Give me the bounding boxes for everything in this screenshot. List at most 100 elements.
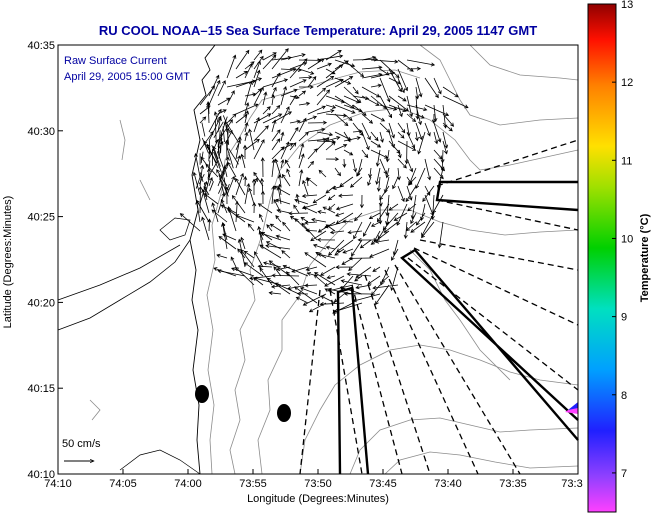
current-vector-arrow bbox=[410, 194, 417, 220]
current-vector-arrow bbox=[316, 131, 334, 137]
current-vector-arrow bbox=[317, 210, 327, 215]
current-vector-arrow bbox=[306, 177, 318, 187]
current-vector-arrow bbox=[299, 85, 314, 90]
current-vector-arrow bbox=[334, 113, 349, 127]
current-vector-arrow bbox=[207, 146, 217, 163]
current-vector-arrow bbox=[304, 252, 327, 268]
current-vector-arrow bbox=[285, 271, 300, 286]
current-vector-arrow bbox=[361, 95, 380, 106]
current-vector-arrow bbox=[203, 193, 219, 205]
current-vector-arrow bbox=[397, 158, 407, 169]
current-vector-arrow bbox=[406, 59, 436, 67]
current-vector-arrow bbox=[370, 140, 382, 148]
current-vector-arrow bbox=[379, 131, 384, 143]
current-vector-arrow bbox=[262, 52, 277, 61]
current-vector-arrow bbox=[225, 122, 239, 142]
current-vector-arrow bbox=[275, 198, 291, 205]
current-vector-arrow bbox=[334, 144, 348, 151]
current-vector-arrow bbox=[262, 91, 268, 106]
current-vector-arrow bbox=[217, 80, 226, 97]
current-vector-arrow bbox=[442, 86, 459, 98]
current-vector-arrow bbox=[226, 54, 237, 79]
current-vector-arrow bbox=[208, 147, 210, 162]
current-vector-arrow bbox=[218, 235, 237, 250]
radar-site-marker-1 bbox=[195, 385, 209, 403]
current-vector-arrow bbox=[316, 62, 332, 70]
current-vector-arrow bbox=[392, 176, 399, 190]
current-vector-arrow bbox=[271, 129, 281, 142]
current-vector-arrow bbox=[275, 215, 282, 223]
current-vector-arrow bbox=[407, 176, 417, 186]
current-vector-arrow bbox=[355, 284, 372, 290]
current-vector-arrow bbox=[361, 86, 381, 98]
current-vector-arrow bbox=[213, 151, 222, 173]
current-vector-arrow bbox=[262, 54, 277, 70]
current-vector-arrow bbox=[253, 60, 261, 79]
current-vector-arrow bbox=[262, 78, 289, 88]
current-vector-arrow bbox=[359, 194, 364, 209]
current-vector-arrow bbox=[406, 95, 414, 118]
current-vector-arrow bbox=[343, 136, 361, 142]
current-vector-arrow bbox=[262, 113, 283, 124]
x-axis-label: Longitude (Degrees:Minutes) bbox=[247, 493, 389, 505]
x-tick-label: 73:3 bbox=[561, 478, 582, 490]
current-vector-arrow bbox=[312, 194, 327, 204]
current-vector-arrow bbox=[417, 131, 426, 155]
current-vector-arrow bbox=[235, 103, 259, 115]
current-vector-arrow bbox=[226, 147, 234, 169]
current-vector-arrow bbox=[317, 252, 336, 259]
current-vector-arrow bbox=[312, 243, 327, 250]
current-vector-arrow bbox=[361, 65, 383, 70]
current-vector-arrow bbox=[271, 104, 281, 115]
current-vector-arrow bbox=[393, 212, 408, 221]
current-vector-arrow bbox=[355, 266, 372, 278]
current-vector-arrow bbox=[208, 79, 221, 106]
current-vector-arrow bbox=[368, 167, 373, 179]
current-vector-arrow bbox=[243, 250, 255, 259]
current-vector-arrow bbox=[199, 131, 214, 151]
current-vector-arrow bbox=[432, 194, 444, 214]
current-vector-arrow bbox=[325, 78, 344, 88]
current-vector-arrow bbox=[415, 77, 423, 98]
current-vector-arrow bbox=[240, 248, 255, 268]
colorbar-label: Temperature (°C) bbox=[639, 213, 651, 302]
current-vector-arrow bbox=[207, 159, 219, 179]
current-vector-arrow bbox=[415, 167, 426, 189]
x-tick-label: 73:45 bbox=[369, 478, 397, 490]
current-vector-arrow bbox=[359, 239, 372, 249]
current-vector-arrow bbox=[226, 90, 235, 106]
current-vector-arrow bbox=[248, 128, 255, 151]
current-vector-arrow bbox=[243, 262, 264, 277]
current-vector-arrow bbox=[282, 221, 291, 232]
current-vector-arrow bbox=[410, 221, 426, 233]
current-vector-arrow bbox=[294, 198, 309, 205]
current-vector-arrow bbox=[379, 59, 400, 79]
current-vector-arrow bbox=[343, 95, 361, 104]
current-vector-arrow bbox=[263, 261, 282, 268]
current-vector-arrow bbox=[433, 77, 442, 95]
current-vector-arrow bbox=[266, 277, 291, 295]
current-vector-arrow bbox=[318, 169, 327, 178]
current-vector-arrow bbox=[200, 151, 204, 164]
current-vector-arrow bbox=[311, 217, 327, 223]
coastline-shore-detail bbox=[119, 217, 201, 475]
current-vector-arrow bbox=[397, 131, 405, 139]
current-vector-arrow bbox=[208, 74, 220, 97]
current-vector-arrow bbox=[289, 126, 299, 142]
current-vector-arrow bbox=[217, 119, 233, 142]
current-vector-arrow bbox=[307, 120, 328, 125]
current-vector-arrow bbox=[262, 106, 271, 115]
current-vector-arrow bbox=[228, 148, 239, 165]
current-vector-arrow bbox=[343, 149, 354, 156]
current-vector-arrow bbox=[280, 85, 287, 106]
current-vector-arrow bbox=[406, 185, 413, 201]
current-vector-arrow bbox=[333, 293, 345, 303]
colorbar bbox=[587, 3, 617, 513]
current-vector-arrow bbox=[347, 230, 363, 235]
current-vector-arrow bbox=[391, 248, 399, 261]
current-vector-arrow bbox=[195, 173, 202, 189]
colorbar-tick-label: 12 bbox=[621, 77, 633, 89]
current-vector-arrow bbox=[286, 168, 291, 178]
current-vector-arrow bbox=[385, 167, 390, 179]
current-vector-arrow bbox=[252, 202, 257, 214]
